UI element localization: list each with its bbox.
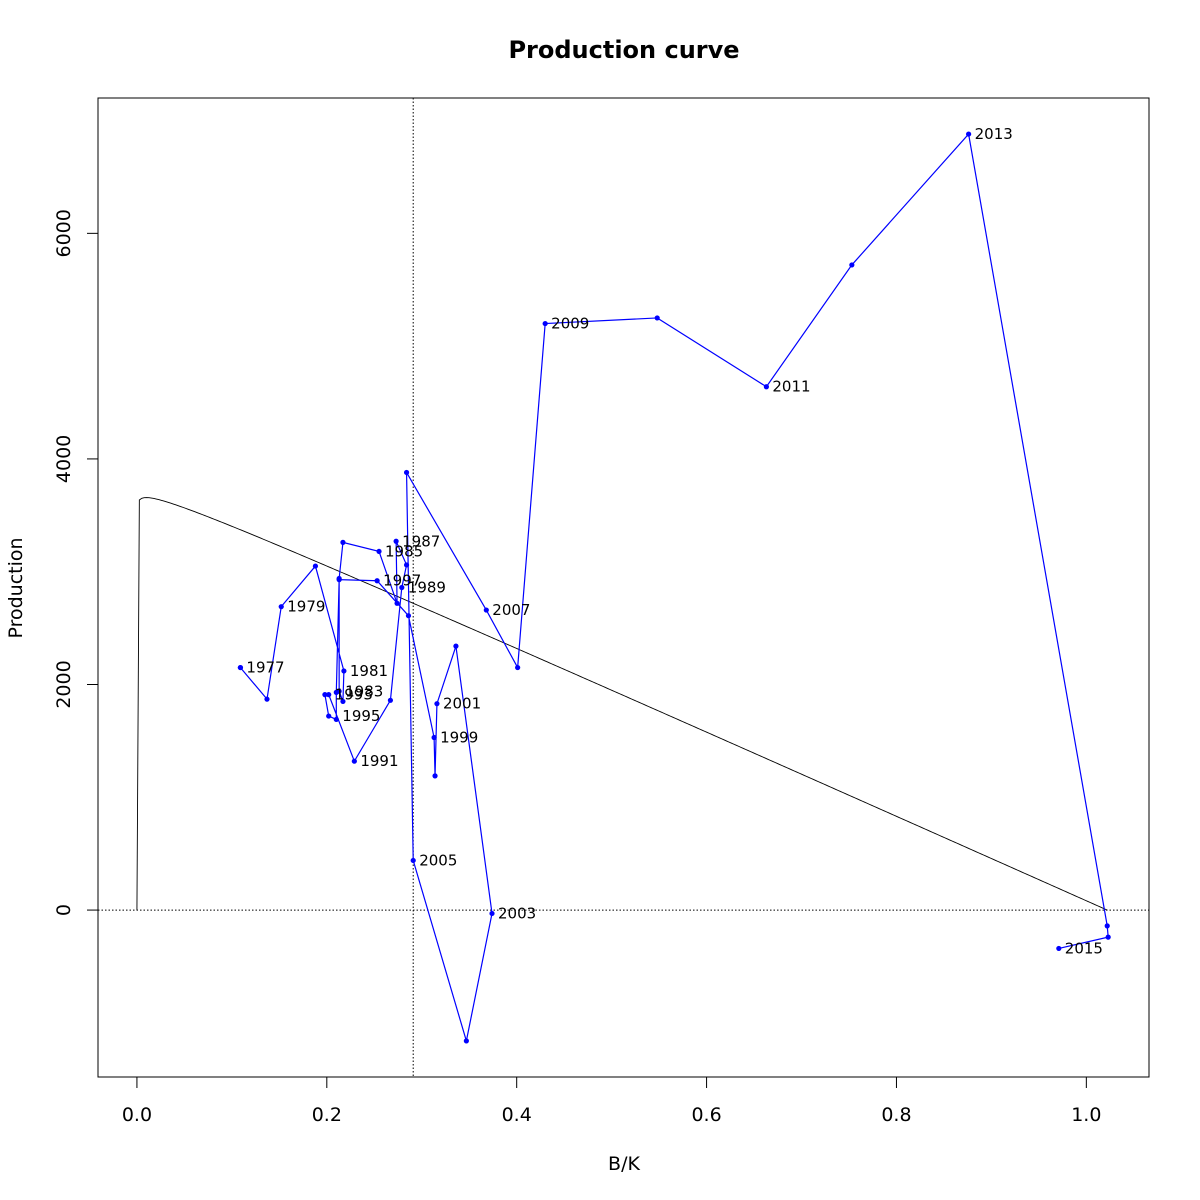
point-label: 1989 — [408, 579, 446, 597]
data-point — [341, 668, 347, 674]
data-point — [654, 315, 660, 321]
point-label: 1987 — [402, 532, 440, 550]
point-label: 2013 — [975, 125, 1013, 143]
point-label: 1993 — [335, 686, 373, 704]
data-point — [403, 469, 410, 476]
x-axis: 0.0 0.2 0.4 0.6 0.8 1.0 — [122, 1076, 1101, 1126]
y-tick-label: 2000 — [53, 660, 75, 708]
x-axis-label: B/K — [608, 1153, 640, 1175]
data-point — [1105, 934, 1111, 940]
data-point — [393, 538, 399, 544]
data-point — [278, 604, 284, 610]
point-label: 1985 — [385, 542, 423, 560]
production-curve — [136, 497, 1108, 911]
point-label: 1999 — [440, 729, 478, 747]
point-label: 2005 — [419, 851, 457, 869]
x-tick-label: 0.6 — [691, 1104, 721, 1126]
data-point — [432, 773, 438, 779]
chart-title: Production curve — [508, 36, 739, 64]
data-point — [515, 664, 521, 671]
point-label: 1981 — [350, 662, 388, 680]
y-tick-label: 4000 — [53, 435, 75, 483]
data-point — [483, 607, 489, 613]
data-point — [453, 643, 459, 649]
data-point — [264, 696, 270, 702]
data-point — [326, 692, 332, 698]
data-point — [434, 701, 440, 707]
data-point — [1104, 923, 1110, 929]
x-tick-label: 0.2 — [312, 1104, 342, 1126]
point-label: 1997 — [383, 572, 421, 590]
series-points — [237, 131, 1111, 1044]
data-point — [340, 539, 346, 545]
data-point — [849, 262, 855, 268]
point-label: 2003 — [498, 904, 536, 922]
x-tick-label: 0.8 — [881, 1104, 911, 1126]
data-point — [237, 664, 244, 671]
data-point — [336, 577, 342, 583]
data-point — [405, 613, 412, 619]
data-point — [403, 562, 410, 568]
data-point — [966, 131, 972, 137]
data-point — [463, 1038, 469, 1044]
point-label: 2015 — [1065, 939, 1103, 957]
plot-frame — [97, 97, 1150, 1078]
point-label: 2001 — [443, 695, 481, 713]
data-point — [394, 600, 400, 606]
point-label: 2007 — [492, 601, 530, 619]
data-point — [340, 698, 346, 705]
data-point — [326, 713, 332, 719]
point-label: 2009 — [551, 315, 589, 333]
data-point — [399, 584, 405, 591]
data-point — [374, 578, 380, 584]
x-tick-label: 0.0 — [122, 1104, 152, 1126]
data-point — [763, 384, 769, 390]
point-label: 2011 — [772, 378, 810, 396]
data-point — [333, 689, 339, 695]
data-point — [489, 910, 495, 917]
data-point — [431, 734, 437, 741]
production-path — [239, 132, 1109, 1042]
data-point — [376, 548, 382, 555]
data-point — [542, 320, 548, 327]
x-tick-label: 0.4 — [502, 1104, 532, 1126]
data-point — [333, 716, 339, 723]
data-point — [351, 758, 357, 764]
series-path — [239, 132, 1109, 1042]
reference-lines — [98, 98, 1149, 1077]
point-label: 1991 — [360, 752, 398, 770]
point-label: 1983 — [345, 682, 383, 700]
data-point — [322, 692, 328, 698]
data-point — [387, 697, 394, 703]
x-tick-label: 1.0 — [1071, 1104, 1101, 1126]
y-axis: 0 2000 4000 6000 — [53, 209, 99, 916]
production-curve-line — [136, 497, 1108, 911]
point-label: 1977 — [246, 659, 284, 677]
data-point — [312, 563, 319, 569]
data-point — [1056, 945, 1062, 952]
point-label: 1979 — [287, 598, 325, 616]
y-axis-label: Production — [5, 537, 27, 638]
y-tick-label: 6000 — [53, 209, 75, 257]
y-tick-label: 0 — [53, 904, 75, 916]
point-label: 1995 — [342, 707, 380, 725]
data-point — [410, 857, 416, 864]
